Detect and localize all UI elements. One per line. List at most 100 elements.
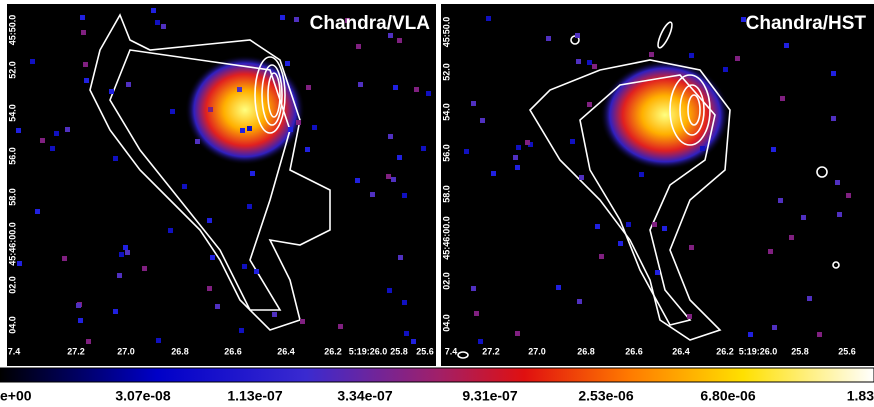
pixel — [398, 255, 403, 260]
pixel — [768, 249, 773, 254]
y-tick-label: 52.0 — [7, 61, 17, 79]
pixel — [592, 64, 597, 69]
pixel — [402, 300, 407, 305]
pixel — [17, 261, 22, 266]
colorbar-label: 2.53e-06 — [578, 388, 633, 404]
pixel — [784, 43, 789, 48]
pixel — [119, 252, 124, 257]
pixel — [240, 128, 245, 133]
pixel — [391, 177, 396, 182]
pixel — [294, 17, 299, 22]
pixel — [414, 87, 419, 92]
pixel — [471, 101, 476, 106]
x-tick-label: 7.4 — [445, 346, 458, 356]
pixel — [639, 172, 644, 177]
pixel — [170, 109, 175, 114]
pixel — [65, 127, 70, 132]
x-tick-label: 27.2 — [67, 346, 85, 356]
pixel — [513, 155, 518, 160]
pixel — [576, 59, 581, 64]
pixel — [402, 193, 407, 198]
pixel — [306, 85, 311, 90]
pixel — [652, 222, 657, 227]
pixel — [215, 304, 220, 309]
x-tick-label: 27.0 — [528, 346, 546, 356]
pixel — [239, 328, 244, 333]
pixel — [62, 256, 67, 261]
pixel — [831, 116, 836, 121]
x-tick-label: 5:19:26.0 — [739, 346, 778, 356]
pixel — [404, 331, 409, 336]
pixel — [117, 273, 122, 278]
x-tick-label: 26.8 — [171, 346, 189, 356]
emission — [89, 13, 840, 359]
pixel — [835, 180, 840, 185]
pixel — [801, 215, 806, 220]
pixel — [471, 286, 476, 291]
pixel — [515, 165, 520, 170]
pixel — [579, 175, 584, 180]
pixel — [626, 222, 631, 227]
colorbar-label: 6.80e-06 — [700, 388, 755, 404]
pixel — [577, 299, 582, 304]
y-tick-label: 04.0 — [7, 316, 17, 334]
y-tick-label: 04.0 — [441, 314, 451, 332]
y-tick-label: 54.0 — [441, 103, 451, 121]
pixel — [210, 255, 215, 260]
y-tick-label: 54.0 — [7, 104, 17, 122]
y-tick-label: 56.0 — [7, 147, 17, 165]
pixel — [125, 250, 130, 255]
pixel — [474, 311, 479, 316]
pixel — [807, 296, 812, 301]
colorbar-label: 9.31e-07 — [462, 388, 517, 404]
pixel — [126, 82, 131, 87]
pixel — [421, 146, 426, 151]
pixel — [80, 15, 85, 20]
pixel — [689, 245, 694, 250]
pixel — [464, 149, 469, 154]
pixel — [30, 59, 35, 64]
pixel — [113, 309, 118, 314]
pixel — [370, 192, 375, 197]
x-tick-label: 27.2 — [482, 346, 500, 356]
pixel — [161, 24, 166, 29]
pixel — [575, 33, 580, 38]
pixel — [356, 44, 361, 49]
y-tick-label: 45:46:00.0 — [441, 216, 451, 260]
pixel — [689, 53, 694, 58]
pixel — [723, 67, 728, 72]
pixel — [595, 224, 600, 229]
pixel — [76, 303, 81, 308]
pixel — [486, 16, 491, 21]
colorbar-label: 1.13e-07 — [227, 388, 282, 404]
x-tick-label: 27.0 — [117, 346, 135, 356]
pixel — [599, 254, 604, 259]
pixel — [195, 139, 200, 144]
pixel — [741, 17, 746, 22]
pixel — [358, 82, 363, 87]
pixel — [237, 87, 242, 92]
pixel — [109, 89, 114, 94]
pixel — [35, 209, 40, 214]
pixel — [789, 235, 794, 240]
pixel — [345, 18, 350, 23]
pixel — [426, 91, 431, 96]
pixel — [312, 125, 317, 130]
pixel — [837, 212, 842, 217]
pixel — [123, 245, 128, 250]
pixel — [480, 118, 485, 123]
pixel — [285, 61, 290, 66]
pixel — [618, 241, 623, 246]
pixel — [393, 85, 398, 90]
pixel — [151, 8, 156, 13]
pixel — [778, 198, 783, 203]
pixel — [182, 184, 187, 189]
pixel — [300, 319, 305, 324]
pixel — [250, 171, 255, 176]
pixel — [254, 269, 259, 274]
x-tick-label: 25.6 — [416, 346, 434, 356]
pixel — [272, 312, 277, 317]
y-tick-label: 02.0 — [441, 272, 451, 290]
pixel — [570, 139, 575, 144]
pixel — [338, 324, 343, 329]
